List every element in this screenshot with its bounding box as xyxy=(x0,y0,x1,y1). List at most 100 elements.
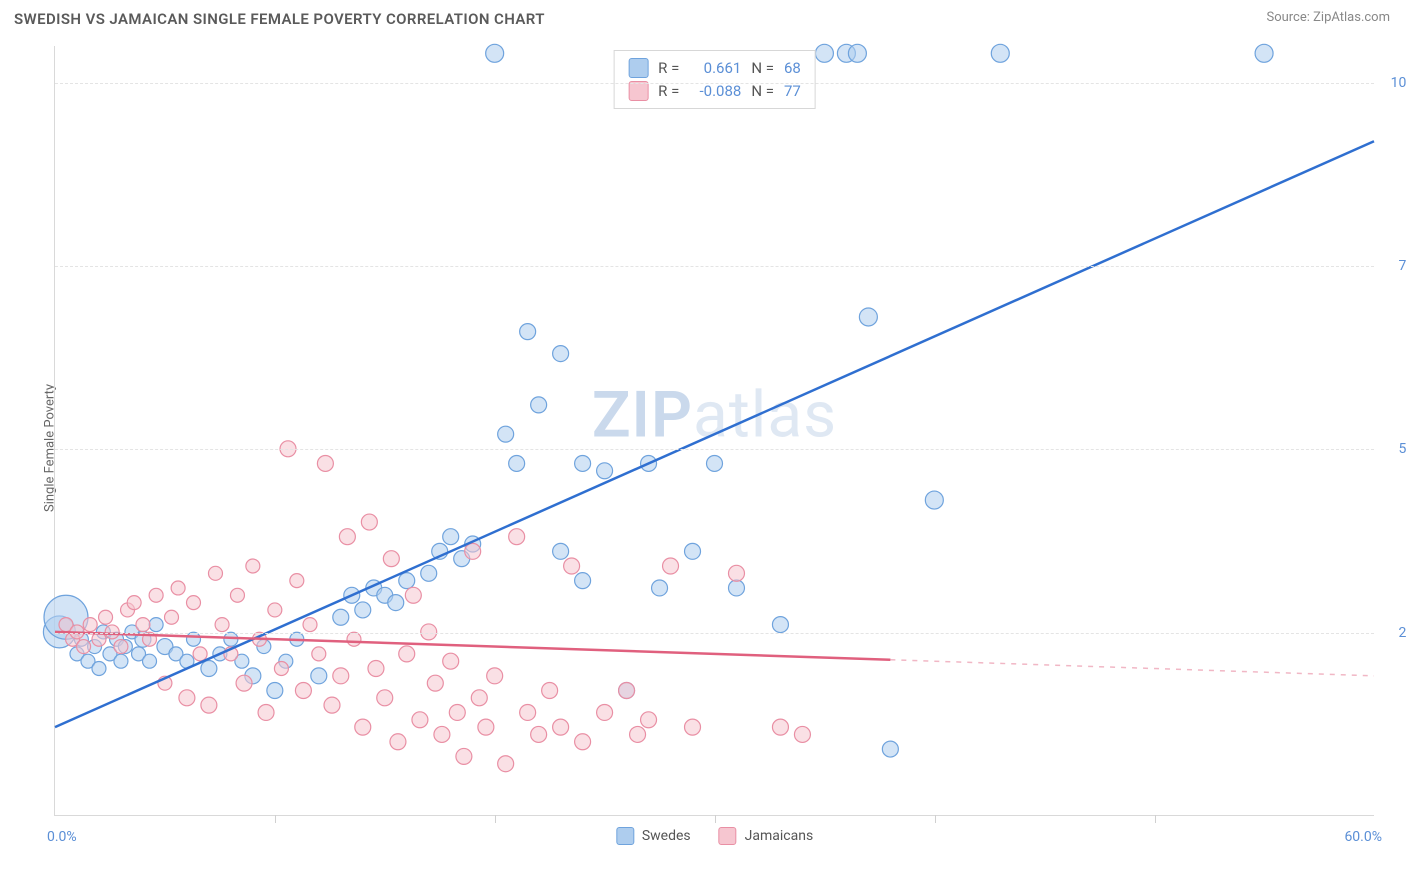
legend-row-swedes: R = 0.661 N = 68 xyxy=(628,57,801,80)
x-tick xyxy=(1155,815,1156,823)
data-point xyxy=(187,632,201,646)
data-point xyxy=(317,455,333,471)
scatter-svg xyxy=(55,46,1374,815)
data-point xyxy=(361,514,377,530)
data-point xyxy=(848,44,866,62)
data-point xyxy=(772,719,788,735)
data-point xyxy=(383,551,399,567)
data-point xyxy=(136,618,150,632)
legend-r-swedes: 0.661 xyxy=(689,57,741,80)
data-point xyxy=(427,675,443,691)
legend-n-prefix: N = xyxy=(751,57,774,80)
grid-line xyxy=(55,449,1374,450)
correlation-legend-box: R = 0.661 N = 68 R = -0.088 N = 77 xyxy=(613,50,816,109)
data-point xyxy=(187,596,201,610)
data-point xyxy=(295,683,311,699)
series-legend: Swedes Jamaicans xyxy=(616,827,813,845)
legend-label-swedes: Swedes xyxy=(642,828,691,844)
data-point xyxy=(498,756,514,772)
plot-area: ZIPatlas R = 0.661 N = 68 R = -0.088 N =… xyxy=(54,46,1374,816)
data-point xyxy=(486,44,504,62)
data-point xyxy=(303,618,317,632)
data-point xyxy=(377,690,393,706)
data-point xyxy=(794,726,810,742)
data-point xyxy=(268,603,282,617)
legend-label-jamaicans: Jamaicans xyxy=(745,828,814,844)
y-tick-label: 50.0% xyxy=(1398,441,1406,457)
data-point xyxy=(405,587,421,603)
data-point xyxy=(201,661,217,677)
legend-item-jamaicans: Jamaicans xyxy=(719,827,814,845)
grid-line xyxy=(55,633,1374,634)
data-point xyxy=(531,397,547,413)
data-point xyxy=(339,529,355,545)
data-point xyxy=(215,618,229,632)
data-point xyxy=(399,646,415,662)
data-point xyxy=(193,647,207,661)
data-point xyxy=(355,719,371,735)
x-tick xyxy=(935,815,936,823)
x-axis-end-label: 60.0% xyxy=(1344,829,1382,845)
grid-line xyxy=(55,266,1374,267)
data-point xyxy=(443,529,459,545)
x-tick xyxy=(715,815,716,823)
data-point xyxy=(575,455,591,471)
data-point xyxy=(575,573,591,589)
legend-swatch-swedes-2 xyxy=(616,827,634,845)
regression-line-dashed xyxy=(890,660,1374,676)
data-point xyxy=(498,426,514,442)
legend-swatch-swedes xyxy=(628,58,648,78)
data-point xyxy=(925,491,943,509)
data-point xyxy=(149,588,163,602)
data-point xyxy=(236,675,252,691)
grid-line xyxy=(55,83,1374,84)
data-point xyxy=(324,697,340,713)
data-point xyxy=(509,529,525,545)
data-point xyxy=(882,741,898,757)
y-tick-label: 75.0% xyxy=(1398,258,1406,274)
data-point xyxy=(564,558,580,574)
data-point xyxy=(815,44,833,62)
data-point xyxy=(1255,44,1273,62)
data-point xyxy=(478,719,494,735)
legend-r-prefix: R = xyxy=(658,57,679,80)
data-point xyxy=(171,581,185,595)
chart-container: Single Female Poverty ZIPatlas R = 0.661… xyxy=(14,40,1392,855)
data-point xyxy=(728,580,744,596)
data-point xyxy=(597,463,613,479)
data-point xyxy=(509,455,525,471)
data-point xyxy=(471,690,487,706)
x-tick xyxy=(495,815,496,823)
x-tick xyxy=(275,815,276,823)
data-point xyxy=(728,565,744,581)
data-point xyxy=(179,690,195,706)
legend-swatch-jamaicans-2 xyxy=(719,827,737,845)
data-point xyxy=(311,668,327,684)
data-point xyxy=(77,640,91,654)
data-point xyxy=(201,697,217,713)
data-point xyxy=(652,580,668,596)
data-point xyxy=(553,346,569,362)
data-point xyxy=(597,704,613,720)
data-point xyxy=(630,726,646,742)
data-point xyxy=(208,566,222,580)
y-tick-label: 25.0% xyxy=(1398,625,1406,641)
data-point xyxy=(92,662,106,676)
data-point xyxy=(487,668,503,684)
data-point xyxy=(390,734,406,750)
data-point xyxy=(246,559,260,573)
data-point xyxy=(685,719,701,735)
data-point xyxy=(399,573,415,589)
data-point xyxy=(443,653,459,669)
data-point xyxy=(553,543,569,559)
chart-title: SWEDISH VS JAMAICAN SINGLE FEMALE POVERT… xyxy=(14,10,545,28)
data-point xyxy=(347,632,361,646)
legend-item-swedes: Swedes xyxy=(616,827,691,845)
data-point xyxy=(412,712,428,728)
data-point xyxy=(663,558,679,574)
data-point xyxy=(641,712,657,728)
data-point xyxy=(312,647,326,661)
x-axis-start-label: 0.0% xyxy=(47,829,77,845)
data-point xyxy=(542,683,558,699)
data-point xyxy=(267,683,283,699)
